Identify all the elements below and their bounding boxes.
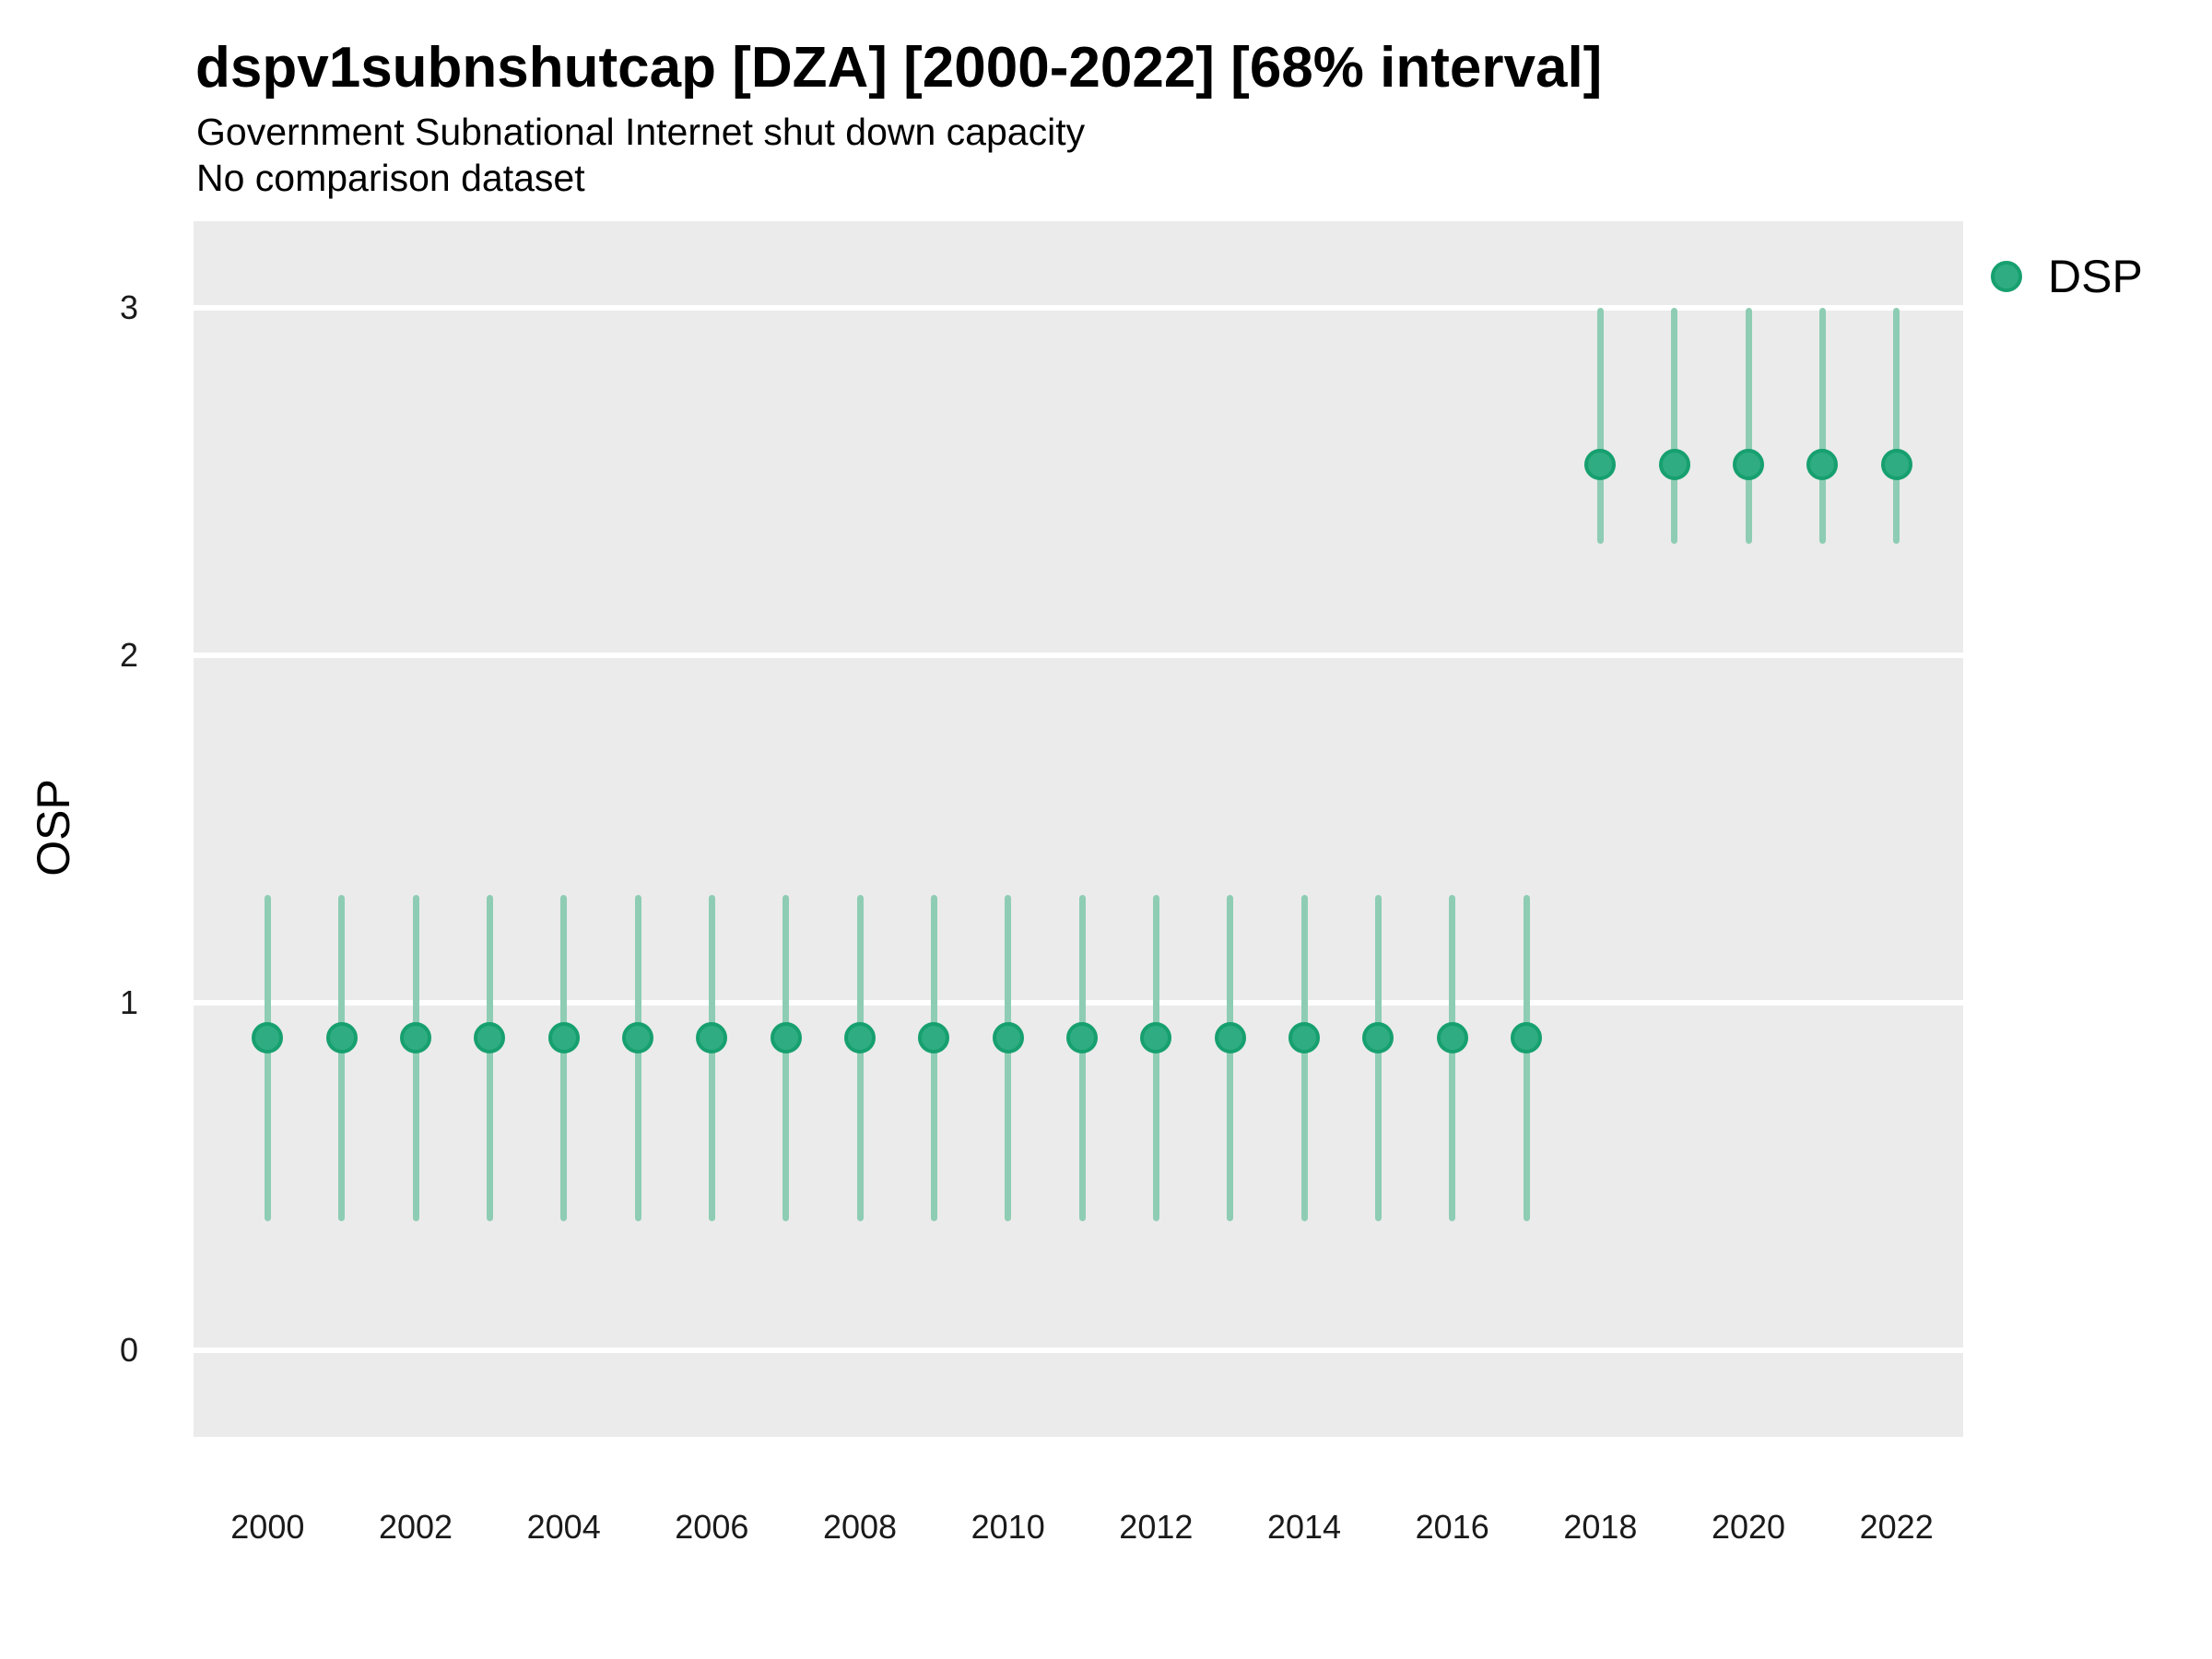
chart-subtitle: Government Subnational Internet shut dow… (196, 111, 1086, 153)
data-point (1140, 1021, 1172, 1053)
plot-panel (194, 221, 1963, 1437)
gridline-y-1 (194, 999, 1963, 1006)
x-tick-label: 2004 (526, 1508, 601, 1546)
interval-bar (560, 895, 568, 1222)
data-point (1362, 1021, 1394, 1053)
x-tick-label: 2022 (1859, 1508, 1934, 1546)
y-tick-label: 2 (119, 636, 138, 675)
interval-bar (338, 895, 346, 1222)
x-tick-label: 2016 (1415, 1508, 1489, 1546)
data-point (1511, 1021, 1543, 1053)
interval-bar (856, 895, 864, 1222)
data-point (1214, 1021, 1246, 1053)
x-tick-label: 2006 (675, 1508, 749, 1546)
interval-bar (1523, 895, 1530, 1222)
interval-bar (782, 895, 790, 1222)
gridline-y-0 (194, 1347, 1963, 1353)
x-tick-label: 2008 (822, 1508, 898, 1546)
data-point (474, 1021, 506, 1053)
data-point (1288, 1021, 1321, 1053)
interval-bar (1596, 308, 1604, 545)
interval-bar (486, 895, 493, 1222)
interval-bar (930, 895, 937, 1222)
x-tick-label: 2002 (378, 1508, 453, 1546)
gridline-y-2 (194, 653, 1963, 659)
interval-bar (1671, 308, 1678, 545)
interval-bar (708, 895, 715, 1222)
x-tick-label: 2014 (1266, 1508, 1342, 1546)
y-tick-label: 1 (119, 982, 138, 1021)
interval-bar (1374, 895, 1382, 1222)
data-point (1436, 1021, 1468, 1053)
interval-bar (1005, 895, 1012, 1222)
gridline-y-3 (194, 305, 1963, 312)
data-point (325, 1021, 358, 1053)
y-tick-label: 3 (119, 288, 138, 327)
data-point (1880, 448, 1912, 480)
interval-bar (1745, 308, 1752, 545)
data-point (696, 1021, 728, 1053)
x-tick-label: 2018 (1563, 1508, 1638, 1546)
interval-bar (1227, 895, 1234, 1222)
data-point (400, 1021, 431, 1053)
y-axis-label: OSP (28, 779, 79, 877)
interval-bar (1449, 895, 1456, 1222)
data-point (1658, 448, 1690, 480)
data-point (547, 1021, 580, 1053)
legend-marker-circle-icon (1991, 261, 2022, 292)
data-point (252, 1021, 284, 1053)
interval-bar (1300, 895, 1308, 1222)
legend-label-dsp: DSP (2048, 251, 2143, 302)
interval-bar (412, 895, 419, 1222)
interval-bar (634, 895, 641, 1222)
interval-bar (1818, 308, 1826, 545)
x-tick-label: 2010 (971, 1508, 1045, 1546)
interval-bar (1893, 308, 1900, 545)
interval-bar (1152, 895, 1159, 1222)
data-point (1066, 1021, 1099, 1053)
data-point (1733, 448, 1765, 480)
legend: DSP (1991, 251, 2143, 302)
data-point (1584, 448, 1617, 480)
interval-bar (1078, 895, 1086, 1222)
y-tick-label: 0 (119, 1330, 138, 1369)
x-tick-label: 2012 (1119, 1508, 1194, 1546)
data-point (1806, 448, 1839, 480)
data-point (770, 1021, 802, 1053)
data-point (918, 1021, 950, 1053)
chart-title: dspv1subnshutcap [DZA] [2000-2022] [68% … (195, 36, 1603, 100)
interval-bar (264, 895, 271, 1222)
x-tick-label: 2020 (1711, 1508, 1786, 1546)
data-point (622, 1021, 653, 1053)
data-point (992, 1021, 1024, 1053)
x-tick-label: 2000 (230, 1508, 305, 1546)
comparison-note: No comparison dataset (196, 157, 585, 199)
data-point (844, 1021, 876, 1053)
